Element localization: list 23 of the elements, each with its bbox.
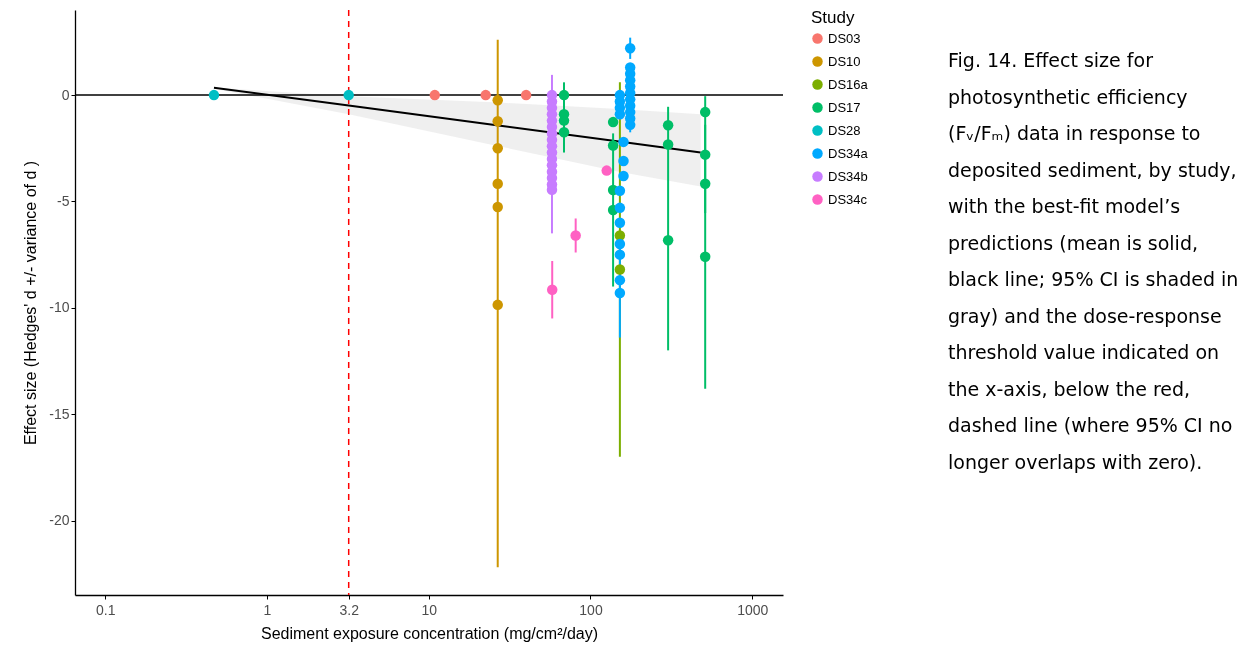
legend-label: DS34a — [828, 145, 869, 161]
y-tick-label: -15 — [49, 405, 70, 422]
x-tick-label: 1 — [263, 601, 272, 618]
legend-label: DS03 — [828, 30, 861, 46]
y-tick-label: -10 — [49, 299, 70, 316]
y-tick-label: -20 — [49, 512, 70, 529]
legend-label: DS10 — [828, 53, 861, 69]
x-tick-label: 3.2 — [339, 601, 360, 618]
legend-label: DS34b — [828, 168, 868, 184]
legend-label: DS28 — [828, 122, 861, 138]
x-axis-title: Sediment exposure concentration (mg/cm²/day) — [260, 624, 599, 642]
y-tick-label: -5 — [57, 192, 70, 209]
x-tick-label: 10 — [421, 601, 438, 618]
y-axis-title: Effect size (Hedges' d +/- variance of d ) — [22, 160, 40, 446]
legend-title: Study — [811, 8, 855, 27]
x-tick-label: 1000 — [737, 601, 769, 618]
legend-label: DS17 — [828, 99, 861, 115]
x-tick-label: 0.1 — [96, 601, 116, 618]
legend-label: DS34c — [828, 191, 868, 207]
legend-label: DS16a — [828, 76, 869, 92]
x-tick-label: 100 — [579, 601, 603, 618]
y-tick-label: 0 — [61, 86, 70, 103]
text: Fig. 14. Effect size for photosynthetic efficiency (Fᵥ/Fₘ) data in response to deposited sediment, by study, with the best-fit model’s predictions (mean is solid, black line; 95% CI is shaded in gray) and the dose-response threshold value indicated on the x-axis, below the red, dashed line (where 95% CI no longer overlaps with zero). — [948, 49, 1239, 473]
